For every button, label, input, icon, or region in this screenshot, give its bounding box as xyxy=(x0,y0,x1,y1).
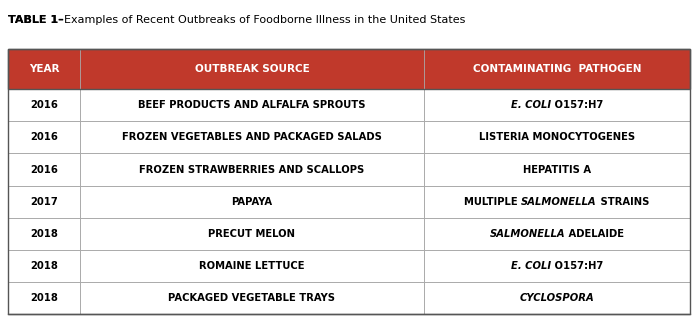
Text: PACKAGED VEGETABLE TRAYS: PACKAGED VEGETABLE TRAYS xyxy=(168,293,336,303)
Text: FROZEN VEGETABLES AND PACKAGED SALADS: FROZEN VEGETABLES AND PACKAGED SALADS xyxy=(122,132,382,142)
Bar xyxy=(8,49,80,89)
Text: MULTIPLE: MULTIPLE xyxy=(464,197,521,207)
Bar xyxy=(80,218,424,250)
Bar xyxy=(8,154,80,186)
Bar xyxy=(80,186,424,218)
Text: SALMONELLA: SALMONELLA xyxy=(521,197,597,207)
Text: OUTBREAK SOURCE: OUTBREAK SOURCE xyxy=(195,64,309,74)
Text: TABLE 1–: TABLE 1– xyxy=(8,15,64,25)
Bar xyxy=(8,218,80,250)
Text: ROMAINE LETTUCE: ROMAINE LETTUCE xyxy=(199,261,304,271)
Bar xyxy=(80,282,424,314)
Text: BEEF PRODUCTS AND ALFALFA SPROUTS: BEEF PRODUCTS AND ALFALFA SPROUTS xyxy=(138,100,366,110)
Bar xyxy=(8,49,690,314)
Bar xyxy=(80,49,424,89)
Bar xyxy=(8,49,690,89)
Text: E. COLI: E. COLI xyxy=(511,100,551,110)
Bar xyxy=(424,250,690,282)
Text: YEAR: YEAR xyxy=(29,64,59,74)
Bar xyxy=(424,49,690,89)
Bar xyxy=(424,154,690,186)
Text: PAPAYA: PAPAYA xyxy=(231,197,272,207)
Text: TABLE 1–: TABLE 1– xyxy=(8,15,64,25)
Text: O157:H7: O157:H7 xyxy=(551,100,603,110)
Bar xyxy=(80,89,424,121)
Text: LISTERIA MONOCYTOGENES: LISTERIA MONOCYTOGENES xyxy=(479,132,635,142)
Text: 2018: 2018 xyxy=(30,261,58,271)
Text: O157:H7: O157:H7 xyxy=(551,261,603,271)
Bar xyxy=(80,121,424,154)
Text: E. COLI: E. COLI xyxy=(511,261,551,271)
Bar xyxy=(424,121,690,154)
Text: ADELAIDE: ADELAIDE xyxy=(565,229,624,239)
Text: STRAINS: STRAINS xyxy=(597,197,649,207)
Text: 2016: 2016 xyxy=(30,132,58,142)
Text: CYCLOSPORA: CYCLOSPORA xyxy=(519,293,594,303)
Bar xyxy=(8,282,80,314)
Text: SALMONELLA: SALMONELLA xyxy=(489,229,565,239)
Text: 2018: 2018 xyxy=(30,229,58,239)
Text: PRECUT MELON: PRECUT MELON xyxy=(209,229,295,239)
Text: 2017: 2017 xyxy=(30,197,58,207)
Bar xyxy=(424,218,690,250)
Bar xyxy=(8,250,80,282)
Text: 2016: 2016 xyxy=(30,100,58,110)
Bar xyxy=(424,186,690,218)
Text: 2018: 2018 xyxy=(30,293,58,303)
Bar xyxy=(80,154,424,186)
Bar xyxy=(424,89,690,121)
Text: Examples of Recent Outbreaks of Foodborne Illness in the United States: Examples of Recent Outbreaks of Foodborn… xyxy=(64,15,466,25)
Bar xyxy=(8,121,80,154)
Text: CONTAMINATING  PATHOGEN: CONTAMINATING PATHOGEN xyxy=(473,64,641,74)
Bar xyxy=(8,89,80,121)
Text: 2016: 2016 xyxy=(30,165,58,175)
Text: FROZEN STRAWBERRIES AND SCALLOPS: FROZEN STRAWBERRIES AND SCALLOPS xyxy=(140,165,364,175)
Bar xyxy=(80,250,424,282)
Bar xyxy=(424,282,690,314)
Text: HEPATITIS A: HEPATITIS A xyxy=(523,165,591,175)
Bar xyxy=(8,186,80,218)
